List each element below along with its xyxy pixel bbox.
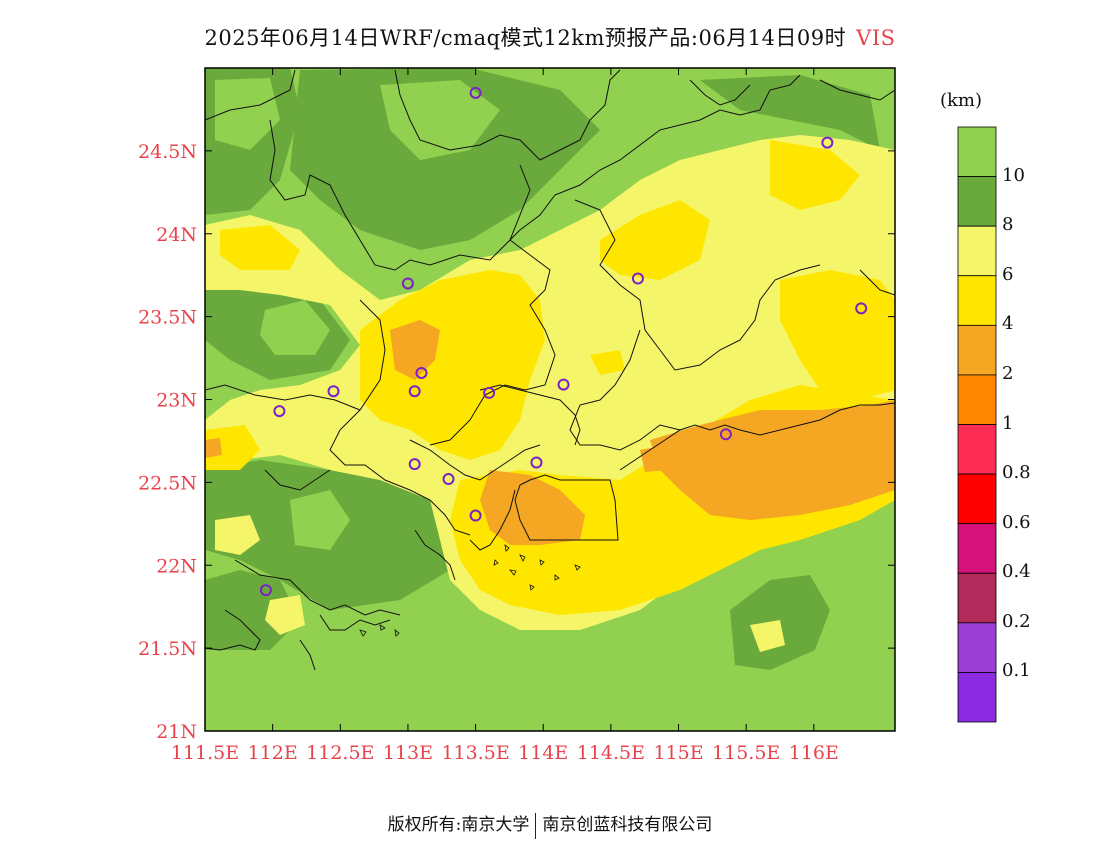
coastal-islands bbox=[359, 544, 581, 637]
lon-tick-label-4: 113E bbox=[383, 742, 433, 764]
lat-tick-label-6: 22N bbox=[156, 555, 197, 577]
colorbar-label-8: 0.6 bbox=[1002, 511, 1031, 533]
colorbar-label-6: 1 bbox=[1002, 412, 1014, 434]
vis-pockets-gt10 bbox=[215, 78, 600, 550]
station-marker-12 bbox=[719, 428, 732, 441]
lat-tick-label-7: 21.5N bbox=[138, 638, 197, 660]
station-marker-13 bbox=[408, 458, 421, 471]
lon-tick-label-1: 111.5E bbox=[171, 742, 239, 764]
lon-tick-label-7: 114.5E bbox=[577, 742, 645, 764]
station-marker-8 bbox=[408, 385, 421, 398]
station-marker-10 bbox=[557, 378, 570, 391]
colorbar-swatch-3 bbox=[957, 225, 997, 277]
latitude-axis: 24.5N 24N 23.5N 23N 22.5N 22N 21.5N 21N bbox=[138, 141, 895, 743]
colorbar-label-4: 4 bbox=[1002, 313, 1014, 335]
station-marker-16 bbox=[469, 509, 482, 522]
lat-tick-label-1: 24.5N bbox=[138, 141, 197, 163]
visibility-field bbox=[205, 68, 895, 731]
colorbar-swatch-7 bbox=[957, 424, 997, 475]
title-variable: VIS bbox=[856, 26, 896, 50]
station-marker-14 bbox=[442, 473, 455, 486]
station-marker-2 bbox=[821, 136, 834, 149]
colorbar-swatch-9 bbox=[957, 523, 997, 574]
colorbar-swatch-6 bbox=[957, 374, 997, 425]
colorbar-label-1: 10 bbox=[1002, 164, 1025, 186]
title-main: 2025年06月14日WRF/cmaq模式12km预报产品:06月14日09时 bbox=[204, 26, 847, 50]
lon-tick-label-6: 114E bbox=[518, 742, 568, 764]
station-marker-7 bbox=[327, 385, 340, 398]
colorbar-swatch-11 bbox=[957, 622, 997, 673]
lon-tick-label-10: 116E bbox=[789, 742, 839, 764]
lat-tick-label-5: 22.5N bbox=[138, 472, 197, 494]
colorbar-label-2: 8 bbox=[1002, 214, 1014, 236]
boundary-lines bbox=[205, 69, 895, 671]
station-marker-3 bbox=[401, 277, 414, 290]
colorbar bbox=[957, 126, 997, 723]
colorbar-swatch-10 bbox=[957, 572, 997, 624]
lon-tick-label-5: 113.5E bbox=[441, 742, 509, 764]
station-marker-4 bbox=[631, 272, 644, 285]
footer-left: 版权所有:南京大学 bbox=[387, 815, 530, 835]
colorbar-unit: (km) bbox=[940, 90, 983, 111]
station-markers bbox=[259, 86, 868, 597]
lon-tick-label-9: 115.5E bbox=[712, 742, 780, 764]
lat-tick-label-2: 24N bbox=[156, 224, 197, 246]
station-marker-5 bbox=[855, 302, 868, 315]
colorbar-label-9: 0.4 bbox=[1002, 561, 1031, 583]
colorbar-swatch-8 bbox=[957, 473, 997, 525]
colorbar-swatch-5 bbox=[957, 324, 997, 376]
colorbar-label-3: 6 bbox=[1002, 263, 1014, 285]
lat-tick-label-8: 21N bbox=[156, 721, 197, 743]
station-marker-1 bbox=[469, 86, 482, 99]
colorbar-swatch-4 bbox=[957, 275, 997, 326]
station-marker-17 bbox=[259, 584, 272, 597]
lat-tick-label-4: 23N bbox=[156, 390, 197, 412]
colorbar-swatch-2 bbox=[957, 176, 997, 227]
lon-tick-label-2: 112E bbox=[248, 742, 298, 764]
station-marker-6 bbox=[415, 366, 428, 379]
station-marker-11 bbox=[273, 405, 286, 418]
lon-tick-label-3: 112.5E bbox=[306, 742, 374, 764]
lat-tick-label-3: 23.5N bbox=[138, 307, 197, 329]
footer-copyright: 版权所有:南京大学 南京创蓝科技有限公司 bbox=[0, 810, 1100, 839]
lon-tick-label-8: 115E bbox=[653, 742, 703, 764]
colorbar-swatch-1 bbox=[957, 126, 997, 177]
station-marker-15 bbox=[530, 456, 543, 469]
page-title: 2025年06月14日WRF/cmaq模式12km预报产品:06月14日09时 V… bbox=[0, 22, 1100, 52]
colorbar-label-7: 0.8 bbox=[1002, 462, 1031, 484]
footer-right: 南京创蓝科技有限公司 bbox=[542, 815, 713, 835]
colorbar-swatch-12 bbox=[957, 672, 997, 723]
colorbar-label-10: 0.2 bbox=[1002, 610, 1031, 632]
colorbar-label-11: 0.1 bbox=[1002, 660, 1031, 682]
footer-separator bbox=[535, 812, 537, 839]
longitude-axis: 111.5E 112E 112.5E 113E 113.5E 114E 114.5E 115E… bbox=[171, 68, 839, 764]
station-marker-9 bbox=[483, 386, 496, 399]
colorbar-label-5: 2 bbox=[1002, 362, 1014, 384]
